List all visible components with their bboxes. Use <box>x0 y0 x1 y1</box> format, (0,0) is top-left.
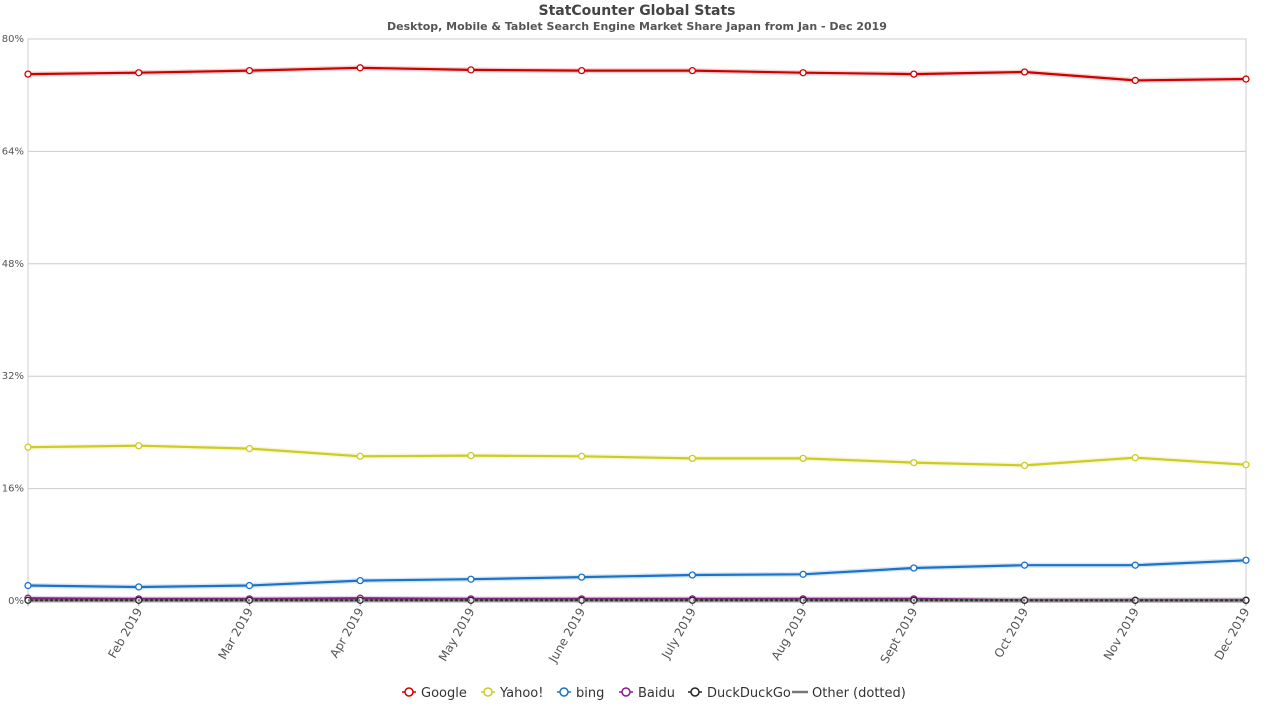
chart-title: StatCounter Global Stats <box>538 3 735 19</box>
data-point <box>356 576 364 585</box>
series-group <box>24 64 1250 604</box>
plot-frame <box>27 38 1247 602</box>
legend-item: Yahoo! <box>481 686 543 701</box>
series-bing <box>24 556 1250 591</box>
data-point <box>135 69 143 77</box>
data-point <box>1242 461 1250 469</box>
legend-item: DuckDuckGo <box>688 686 791 701</box>
y-tick-label: 64% <box>2 146 24 157</box>
data-point <box>467 575 475 583</box>
data-point <box>467 66 475 74</box>
data-point <box>688 571 697 579</box>
x-tick-label: Mar 2019 <box>215 606 256 662</box>
legend-swatch-marker <box>690 687 700 697</box>
data-point <box>577 452 586 460</box>
data-point <box>356 64 364 72</box>
data-point <box>1242 75 1250 83</box>
legend-label: Yahoo! <box>499 686 543 701</box>
data-point <box>24 70 32 78</box>
data-point <box>799 454 807 463</box>
legend-label: Other (dotted) <box>812 686 906 701</box>
x-tick-label: Dec 2019 <box>1212 606 1253 663</box>
data-point <box>799 570 807 578</box>
data-point <box>1131 76 1139 85</box>
legend-item: Other (dotted) <box>792 686 906 701</box>
legend: Google Yahoo! bing Baidu DuckDuckGo Other (do… <box>402 686 906 701</box>
x-tick-label: Feb 2019 <box>105 606 145 661</box>
legend-swatch-marker <box>621 687 631 697</box>
legend-swatch-marker <box>559 687 569 697</box>
data-point <box>799 69 807 77</box>
x-tick-label: Apr 2019 <box>327 606 367 661</box>
y-tick-label: 0% <box>8 596 24 607</box>
data-point <box>577 66 586 75</box>
data-point <box>1131 561 1139 569</box>
legend-label: DuckDuckGo <box>707 686 791 701</box>
chart-subtitle: Desktop, Mobile & Tablet Search Engine M… <box>387 20 887 33</box>
data-point <box>1020 68 1029 76</box>
series-duckduckgo <box>24 596 1250 604</box>
data-point <box>910 564 918 572</box>
data-point <box>135 442 143 450</box>
data-point <box>356 452 364 460</box>
data-point <box>245 444 254 453</box>
data-point <box>910 70 918 78</box>
x-tick-label: Sept 2019 <box>877 606 920 666</box>
data-point <box>688 66 697 75</box>
series-line <box>27 559 1247 589</box>
data-point <box>688 454 697 463</box>
data-point <box>1020 561 1029 569</box>
y-tick-label: 16% <box>2 484 24 495</box>
x-tick-label: July 2019 <box>658 606 699 662</box>
data-point <box>910 458 918 467</box>
legend-item: Google <box>402 686 467 701</box>
legend-label: Baidu <box>638 686 675 701</box>
legend-item: Baidu <box>619 686 675 701</box>
grid-lines <box>27 38 1247 602</box>
series-yahoo <box>24 442 1250 470</box>
data-point <box>577 573 586 581</box>
x-tick-label: Aug 2019 <box>769 606 810 663</box>
y-tick-label: 80% <box>2 34 24 45</box>
x-tick-label: June 2019 <box>545 606 588 666</box>
series-line <box>27 444 1247 467</box>
data-point <box>1242 556 1250 564</box>
data-point <box>135 583 143 591</box>
x-axis-ticks: Feb 2019 Mar 2019 Apr 2019 May 2019 June 201… <box>27 601 1253 666</box>
legend-swatch-marker <box>404 687 414 697</box>
series-line <box>27 66 1247 82</box>
x-tick-label: Nov 2019 <box>1101 606 1142 663</box>
x-tick-label: Oct 2019 <box>991 606 1031 661</box>
legend-swatch-marker <box>483 687 493 697</box>
x-tick-label: May 2019 <box>436 606 478 664</box>
y-tick-label: 48% <box>2 259 24 270</box>
y-axis-ticks: 0% 16% 32% 48% 64% 80% <box>2 34 24 607</box>
data-point <box>24 443 32 451</box>
legend-label: bing <box>576 686 604 701</box>
data-point <box>245 581 254 590</box>
data-point <box>24 581 32 590</box>
data-point <box>1131 454 1139 462</box>
data-point <box>1020 461 1029 470</box>
series-google <box>24 64 1250 85</box>
legend-item: bing <box>557 686 604 701</box>
legend-label: Google <box>421 686 467 701</box>
data-point <box>467 451 475 460</box>
y-tick-label: 32% <box>2 371 24 382</box>
data-point <box>245 66 254 75</box>
